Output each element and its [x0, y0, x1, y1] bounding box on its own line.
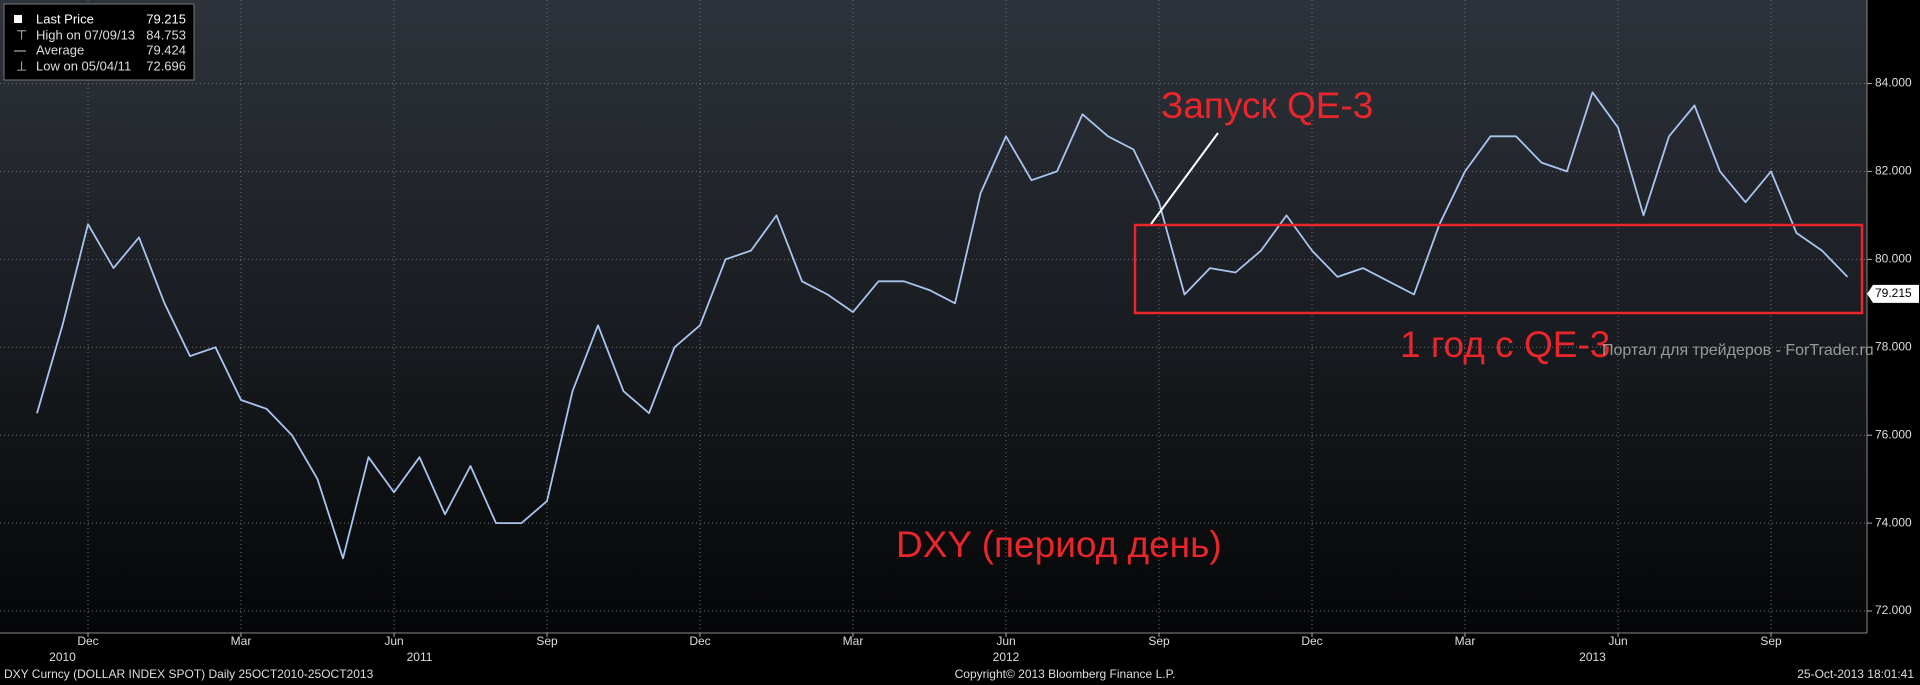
footer: DXY Curncy (DOLLAR INDEX SPOT) Daily 25O…: [4, 667, 374, 681]
x-tick-label: Jun: [996, 634, 1015, 648]
annotation: Запуск QE-3: [1161, 85, 1373, 126]
x-tick-label: Sep: [1760, 634, 1782, 648]
grid: [0, 0, 1867, 633]
x-tick-label: Dec: [77, 634, 98, 648]
x-tick-label: Mar: [231, 634, 252, 648]
x-tick-label: Dec: [1301, 634, 1322, 648]
legend: Last Price 79.215 ⊤ High on 07/09/13 84.…: [3, 3, 195, 81]
axis-background: [1867, 0, 1920, 633]
year-label: 2013: [1579, 650, 1606, 664]
legend-label: Low on 05/04/11: [36, 58, 131, 73]
legend-icon: ⊤: [16, 27, 27, 42]
footer: 25-Oct-2013 18:01:41: [1797, 667, 1914, 681]
legend-value: 79.424: [146, 42, 186, 57]
x-tick-label: Dec: [689, 634, 710, 648]
legend-value: 84.753: [146, 27, 186, 42]
footer: Copyright© 2013 Bloomberg Finance L.P.: [955, 667, 1176, 681]
annotation: DXY (период день): [896, 524, 1222, 565]
plot-background: [0, 0, 1867, 633]
legend-icon: ⊥: [16, 58, 27, 73]
legend-swatch: [14, 15, 22, 23]
price-line: [36, 91, 1849, 560]
watermark: Портал для трейдеров - ForTrader.ru: [1602, 342, 1874, 359]
y-tick-label: 78.000: [1875, 339, 1912, 353]
x-tick-label: Mar: [1455, 634, 1476, 648]
year-label: 2010: [49, 650, 76, 664]
legend-label: Last Price: [36, 11, 94, 26]
year-label: 2012: [993, 650, 1020, 664]
y-tick-label: 84.000: [1875, 76, 1912, 90]
y-tick-label: 72.000: [1875, 603, 1912, 617]
x-tick-label: Sep: [536, 634, 558, 648]
last-price-label: 79.215: [1875, 286, 1912, 300]
qe3-box: [1133, 223, 1864, 315]
y-tick-label: 76.000: [1875, 427, 1912, 441]
last-price-tag: [1867, 284, 1919, 303]
x-tick-label: Mar: [843, 634, 864, 648]
marks: [36, 91, 1849, 560]
legend-value: 79.215: [146, 11, 186, 26]
legend-box: [3, 3, 195, 81]
y-tick-label: 82.000: [1875, 164, 1912, 178]
y-tick-label: 74.000: [1875, 515, 1912, 529]
legend-label: High on 07/09/13: [36, 27, 135, 42]
legend-value: 72.696: [146, 58, 186, 73]
x-tick-label: Sep: [1148, 634, 1170, 648]
y-tick-label: 80.000: [1875, 252, 1912, 266]
x-tick-label: Jun: [384, 634, 403, 648]
annotation: 1 год с QE-3: [1400, 324, 1610, 365]
year-label: 2011: [407, 650, 433, 664]
arrow: [1150, 132, 1219, 225]
legend-label: Average: [36, 42, 84, 57]
x-tick-label: Jun: [1608, 634, 1627, 648]
